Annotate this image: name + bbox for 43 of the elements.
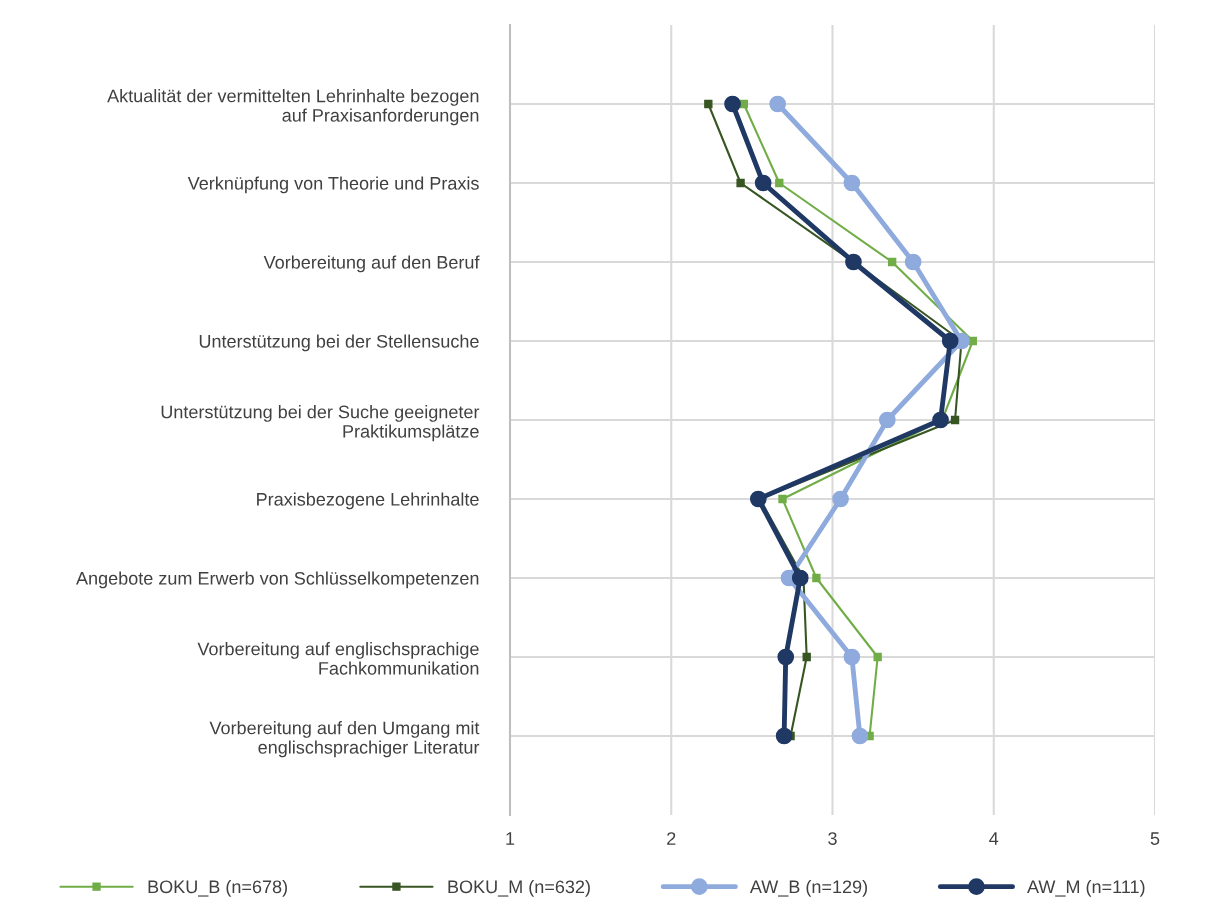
x-tick-label: 3 [828,832,837,845]
y-tick-label: Aktualität der vermittelten Lehrinhalte bezogen auf Praxisanforderungen [107,89,479,126]
legend-label: BOKU_M (n=632) [448,879,590,897]
y-tick-label: Verknüpfung von Theorie und Praxis [187,176,479,194]
y-tick-label: Angebote zum Erwerb von Schlüsselkompetenzen [76,571,479,589]
y-tick-label: Vorbereitung auf den Umgang mit englischsprachiger Literatur [209,721,480,758]
point [887,257,897,267]
point [754,174,772,192]
y-tick-label: Praxisbezogene Lehrinhalte [257,492,479,510]
point [873,652,882,662]
x-tick-label: 1 [506,832,515,845]
x-tick-label: 2 [667,832,676,845]
legend-label: AW_B (n=129) [749,879,867,897]
legend-label: BOKU_B (n=678) [148,879,287,897]
point [932,411,949,429]
legend-label: AW_M (n=111) [1027,879,1145,897]
point [778,494,787,504]
point [812,573,821,583]
point [736,178,745,188]
point [851,727,869,745]
x-tick-label: 5 [1150,832,1160,845]
point [704,99,713,109]
point [878,411,896,429]
point [843,648,861,666]
point [791,569,809,587]
y-tick-label: Unterstützung bei der Stellensuche [199,334,479,352]
point [950,415,960,425]
point [832,490,849,508]
y-tick-label: Vorbereitung auf den Beruf [263,255,480,273]
x-tick-label: 4 [989,832,999,845]
point [769,95,787,113]
y-tick-label: Vorbereitung auf englischsprachige Fachkommunikation [197,642,479,675]
point [775,178,784,188]
point [904,253,922,271]
point [724,95,741,113]
point [749,490,767,508]
point [802,652,811,662]
point [845,253,862,271]
y-tick-label: Unterstützung bei der Suche geeigneter Praktikumsplätze [161,405,480,442]
point [777,648,795,666]
point [775,727,793,745]
point [843,174,861,192]
point [941,332,959,350]
